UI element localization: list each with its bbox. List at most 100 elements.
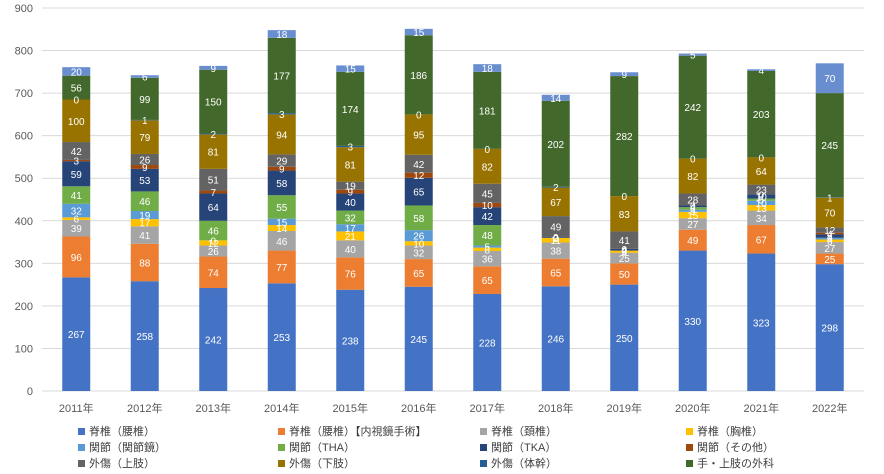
data-label: 56 xyxy=(71,84,83,95)
x-tick-label: 2013年 xyxy=(196,401,231,415)
legend-label: 外傷（体幹） xyxy=(491,458,557,470)
data-label: 19 xyxy=(345,182,357,193)
data-label: 81 xyxy=(345,160,357,171)
bar-segment xyxy=(199,190,228,194)
bar-segment xyxy=(62,217,91,220)
data-label: 6 xyxy=(73,215,79,226)
data-label: 4 xyxy=(827,230,833,241)
data-label: 11 xyxy=(551,236,562,247)
data-label: 95 xyxy=(413,131,425,142)
data-label: 0 xyxy=(416,110,422,121)
bar-segment xyxy=(815,234,844,238)
data-label: 67 xyxy=(756,235,768,246)
bar-segment xyxy=(199,134,228,169)
bar-segment xyxy=(815,63,844,94)
bar-segment xyxy=(404,35,433,115)
bar-segment xyxy=(473,293,502,391)
data-label: 55 xyxy=(276,203,288,214)
data-label: 13 xyxy=(756,204,768,215)
data-label: 19 xyxy=(139,211,151,222)
bar-segment xyxy=(336,65,365,72)
data-label: 42 xyxy=(482,212,494,223)
data-label: 58 xyxy=(413,214,425,225)
bar-segment xyxy=(62,67,91,76)
bar-segment xyxy=(62,161,91,187)
x-axis-tick-labels: 2011年 2012年 2013年 2014年 2015年 2016年 2017年 2018年… xyxy=(59,401,848,415)
bar-segment xyxy=(541,100,570,187)
data-label: 82 xyxy=(687,172,699,183)
bar-segment xyxy=(678,193,707,206)
legend-item: 関節（THA） xyxy=(278,439,355,455)
data-label: 4 xyxy=(690,202,696,213)
bar-segment xyxy=(267,250,296,284)
data-label: 5 xyxy=(484,243,490,254)
bar-segment xyxy=(336,181,365,190)
bar-segment xyxy=(815,242,844,254)
data-label: 41 xyxy=(139,231,151,242)
bar-segment xyxy=(473,71,502,149)
bar-segment xyxy=(541,186,570,188)
legend-label: 関節（TKA） xyxy=(491,442,557,454)
bar-segment xyxy=(541,242,570,259)
data-label: 0 xyxy=(621,245,627,256)
data-label: 9 xyxy=(279,165,285,176)
data-label: 46 xyxy=(276,237,288,248)
data-label: 242 xyxy=(684,103,701,114)
data-label: 41 xyxy=(619,236,631,247)
data-label: 245 xyxy=(821,141,838,152)
data-label: 50 xyxy=(619,270,631,281)
data-label: 1 xyxy=(142,116,148,127)
legend-swatch xyxy=(480,459,487,467)
x-tick-label: 2021年 xyxy=(744,401,779,415)
data-label: 49 xyxy=(550,223,562,234)
data-label: 2 xyxy=(553,233,559,244)
legend-label: 外傷（下肢） xyxy=(289,458,355,470)
data-label: 59 xyxy=(71,170,83,181)
legend-item: 外傷（下肢） xyxy=(278,455,355,471)
data-label: 10 xyxy=(482,201,494,212)
bar-segment xyxy=(336,231,365,241)
bar-segment xyxy=(404,230,433,242)
data-label: 74 xyxy=(208,268,220,279)
bar-segment xyxy=(267,154,296,167)
bar-segment xyxy=(404,114,433,155)
bar-segment xyxy=(130,165,159,169)
legend-item: 脊椎（胸椎） xyxy=(686,423,763,439)
bar-segment xyxy=(336,145,365,148)
bar-segment xyxy=(130,219,159,227)
data-label: 0 xyxy=(621,247,627,258)
y-tick-label: 900 xyxy=(15,3,33,15)
data-label: 26 xyxy=(413,232,425,243)
data-label: 83 xyxy=(619,210,631,221)
data-label: 0 xyxy=(758,190,764,201)
data-label: 96 xyxy=(71,253,83,264)
data-label: 6 xyxy=(142,73,148,84)
legend-label: 関節（関節鏡） xyxy=(89,442,166,454)
x-tick-label: 2011年 xyxy=(59,401,94,415)
bar-segment xyxy=(336,224,365,232)
data-label: 4 xyxy=(621,246,627,257)
data-label: 9 xyxy=(142,163,148,174)
bar-segment xyxy=(130,168,159,192)
bar-segment xyxy=(199,288,228,391)
bar-segment xyxy=(747,225,776,254)
data-label: 18 xyxy=(482,64,494,75)
x-tick-label: 2022年 xyxy=(812,401,847,415)
bar-segment xyxy=(747,205,776,211)
y-tick-label: 500 xyxy=(15,173,33,185)
data-label: 15 xyxy=(276,218,288,229)
data-label: 14 xyxy=(550,94,562,105)
data-label: 228 xyxy=(479,338,496,349)
data-label: 0 xyxy=(827,234,833,245)
data-label: 17 xyxy=(345,224,357,235)
data-label: 6 xyxy=(827,237,833,248)
legend-item: 関節（TKA） xyxy=(480,439,556,455)
data-label: 245 xyxy=(410,335,427,346)
y-tick-label: 100 xyxy=(15,343,33,355)
data-label: 42 xyxy=(413,160,425,171)
y-tick-label: 200 xyxy=(15,301,33,313)
bar-segment xyxy=(62,186,91,204)
bar-segment xyxy=(815,93,844,198)
data-label: 253 xyxy=(273,333,290,344)
